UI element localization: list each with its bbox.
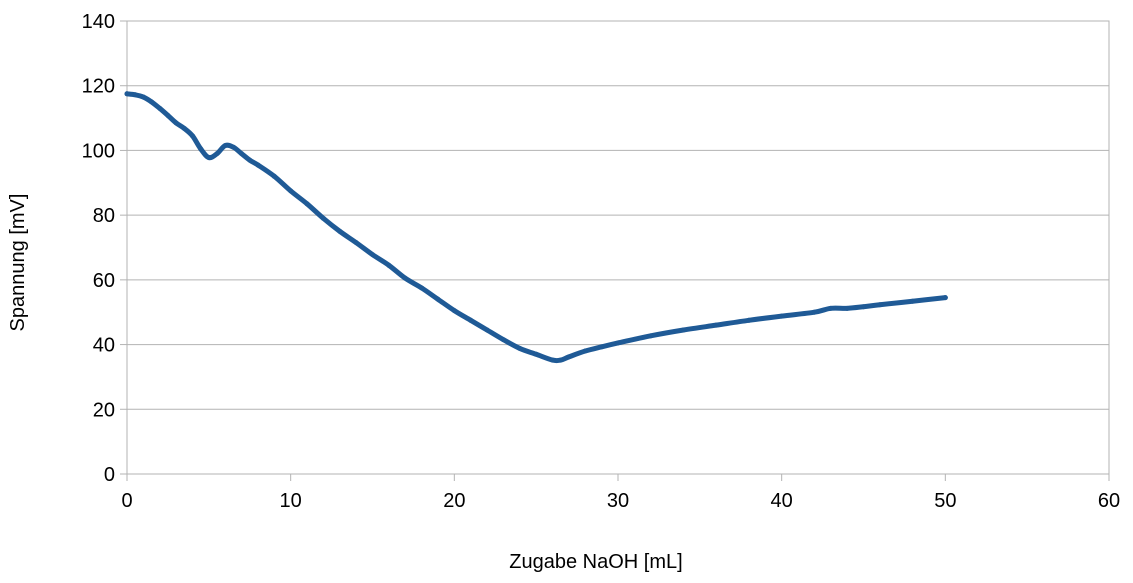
data-point xyxy=(680,327,686,333)
data-point xyxy=(386,262,392,268)
data-point xyxy=(558,357,564,363)
data-point xyxy=(468,317,474,323)
data-point xyxy=(746,317,752,323)
data-point xyxy=(124,91,130,97)
data-point xyxy=(206,155,212,161)
x-axis-title: Zugabe NaOH [mL] xyxy=(509,551,682,573)
data-point xyxy=(779,313,785,319)
data-point xyxy=(140,94,146,100)
data-point xyxy=(451,308,457,314)
data-point xyxy=(419,285,425,291)
data-point xyxy=(484,327,490,333)
y-tick-labels: 0 20 40 60 80 100 120 140 xyxy=(82,11,115,486)
data-point xyxy=(582,348,588,354)
x-tick-label: 50 xyxy=(934,490,956,512)
x-tick-label: 0 xyxy=(121,490,132,512)
data-point xyxy=(214,151,220,157)
data-point xyxy=(337,228,343,234)
data-point xyxy=(230,144,236,150)
data-point xyxy=(304,201,310,207)
data-point xyxy=(402,275,408,281)
data-point xyxy=(648,333,654,339)
data-point xyxy=(173,120,179,126)
data-points xyxy=(124,91,948,363)
x-tick-label: 40 xyxy=(771,490,793,512)
y-tick-label: 100 xyxy=(82,140,115,162)
data-point xyxy=(239,151,245,157)
data-point xyxy=(132,92,138,98)
x-tick-label: 30 xyxy=(607,490,629,512)
data-point xyxy=(517,345,523,351)
x-tick-label: 10 xyxy=(280,490,302,512)
series-line xyxy=(124,91,948,364)
y-tick-label: 80 xyxy=(93,205,115,227)
y-tick-label: 0 xyxy=(104,464,115,486)
data-point xyxy=(844,305,850,311)
data-point xyxy=(149,99,155,105)
data-point xyxy=(861,304,866,310)
data-point xyxy=(320,215,326,221)
y-axis-title: Spannung [mV] xyxy=(7,194,29,332)
data-point xyxy=(370,252,375,258)
data-point xyxy=(533,351,539,357)
data-point xyxy=(599,344,605,350)
y-tick-label: 140 xyxy=(82,11,115,33)
data-point xyxy=(713,322,719,328)
y-tick-label: 20 xyxy=(93,399,115,421)
data-point xyxy=(222,143,228,149)
y-tick-label: 40 xyxy=(93,335,115,357)
data-point xyxy=(181,125,187,131)
x-tick-label: 60 xyxy=(1098,490,1120,512)
data-point xyxy=(942,295,948,301)
data-point xyxy=(157,105,163,111)
x-tick-label: 20 xyxy=(443,490,465,512)
x-tick-labels: 0 10 20 30 40 50 60 xyxy=(121,490,1120,512)
data-point xyxy=(165,112,171,118)
data-point xyxy=(189,133,195,139)
data-point xyxy=(566,354,572,360)
data-point xyxy=(271,173,277,179)
y-tick-label: 60 xyxy=(93,270,115,292)
tick-marks xyxy=(120,20,1110,481)
data-point xyxy=(353,240,359,246)
data-point xyxy=(255,162,261,168)
data-point xyxy=(288,188,294,194)
data-point xyxy=(198,146,204,152)
data-point xyxy=(435,296,441,302)
data-point xyxy=(500,337,506,343)
y-tick-label: 120 xyxy=(82,76,115,98)
data-point xyxy=(811,309,817,315)
data-point xyxy=(828,305,834,311)
data-point xyxy=(877,302,883,308)
data-point xyxy=(247,157,253,163)
data-point xyxy=(550,357,556,363)
data-point xyxy=(910,298,916,304)
data-point xyxy=(615,340,621,346)
